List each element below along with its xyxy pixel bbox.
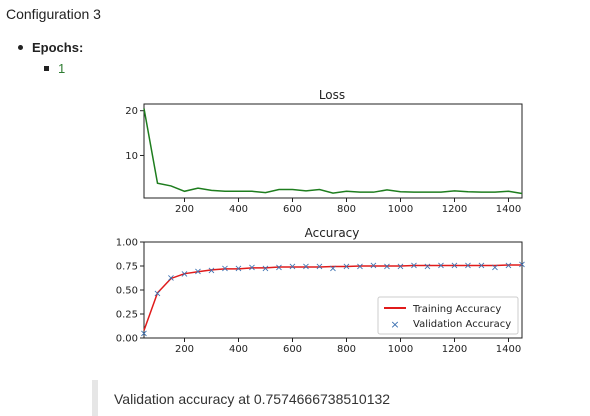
accuracy-x-tick-label: 600 <box>283 344 302 355</box>
accuracy-chart-title: Accuracy <box>305 226 360 240</box>
validation-accuracy-point: × <box>369 261 377 272</box>
loss-x-tick-label: 1200 <box>442 204 467 215</box>
validation-accuracy-point: × <box>207 265 215 276</box>
validation-accuracy-point: × <box>234 263 242 274</box>
validation-accuracy-point: × <box>302 262 310 273</box>
validation-accuracy-point: × <box>477 261 485 272</box>
validation-accuracy-point: × <box>410 261 418 272</box>
validation-accuracy-point: × <box>396 262 404 273</box>
accuracy-x-tick-label: 200 <box>175 344 194 355</box>
validation-accuracy-point: × <box>518 260 526 271</box>
loss-x-tick-label: 1000 <box>388 204 413 215</box>
accuracy-legend: Training Accuracy × Validation Accuracy <box>377 296 519 335</box>
loss-x-tick-label: 800 <box>337 204 356 215</box>
training-legend-label: Training Accuracy <box>412 304 501 315</box>
validation-accuracy-point: × <box>342 262 350 273</box>
validation-legend-label: Validation Accuracy <box>413 319 511 330</box>
validation-accuracy-point: × <box>261 263 269 274</box>
validation-output-block: Validation accuracy at 0.757466673851013… <box>92 380 590 416</box>
legend-box <box>377 296 519 335</box>
validation-accuracy-point: × <box>167 273 175 284</box>
validation-legend-swatch: × <box>390 318 399 331</box>
validation-accuracy-point: × <box>194 266 202 277</box>
epochs-value: 1 <box>58 61 66 76</box>
validation-accuracy-text: Validation accuracy at 0.757466673851013… <box>114 391 391 407</box>
validation-accuracy-point: × <box>140 329 148 340</box>
accuracy-y-tick-label: 0.00 <box>116 334 138 345</box>
validation-accuracy-point: × <box>356 262 364 273</box>
loss-chart: Loss 200 400 600 800 1000 1200 1400 10 20 <box>125 88 523 215</box>
validation-accuracy-point: × <box>248 262 256 273</box>
parameter-list: Epochs: 1 <box>18 40 83 76</box>
validation-accuracy-point: × <box>288 262 296 273</box>
list-item: Epochs: <box>18 40 83 55</box>
validation-accuracy-point: × <box>423 262 431 273</box>
accuracy-x-tick-label: 800 <box>337 344 356 355</box>
loss-series-line <box>143 108 523 195</box>
accuracy-y-tick-label: 0.75 <box>116 262 138 273</box>
configuration-title: Configuration 3 <box>6 6 101 22</box>
validation-accuracy-point: × <box>180 269 188 280</box>
validation-accuracy-point: × <box>275 262 283 273</box>
validation-accuracy-point: × <box>329 263 337 274</box>
validation-accuracy-point: × <box>221 263 229 274</box>
validation-accuracy-point: × <box>504 261 512 272</box>
validation-accuracy-point: × <box>464 261 472 272</box>
square-bullet-icon <box>44 66 49 71</box>
accuracy-chart: Accuracy 200 400 600 800 1000 1200 1400 0.00 0.… <box>116 226 526 355</box>
validation-accuracy-point: × <box>491 262 499 273</box>
training-accuracy-line <box>143 264 522 331</box>
loss-y-tick-label: 10 <box>125 151 138 162</box>
loss-plot-frame <box>143 103 523 199</box>
accuracy-x-tick-label: 1000 <box>388 344 413 355</box>
validation-accuracy-point: × <box>315 262 323 273</box>
bullet-icon <box>18 45 23 50</box>
loss-x-tick-label: 200 <box>175 204 194 215</box>
loss-y-tick-label: 20 <box>125 106 138 117</box>
accuracy-x-tick-label: 400 <box>229 344 248 355</box>
loss-x-tick-label: 1400 <box>496 204 521 215</box>
validation-accuracy-point: × <box>450 261 458 272</box>
accuracy-y-tick-label: 1.00 <box>116 238 138 249</box>
loss-x-tick-label: 600 <box>283 204 302 215</box>
accuracy-x-tick-label: 1200 <box>442 344 467 355</box>
training-plots: Loss 200 400 600 800 1000 1200 1400 10 20 Accur… <box>116 88 526 355</box>
validation-accuracy-point: × <box>383 262 391 273</box>
loss-x-tick-label: 400 <box>229 204 248 215</box>
validation-accuracy-point: × <box>153 288 161 299</box>
epochs-label: Epochs: <box>32 40 84 55</box>
list-item: 1 <box>44 61 83 76</box>
validation-accuracy-point: × <box>437 261 445 272</box>
accuracy-y-tick-label: 0.25 <box>116 310 138 321</box>
loss-chart-title: Loss <box>319 88 345 102</box>
accuracy-y-tick-label: 0.50 <box>116 286 138 297</box>
accuracy-x-tick-label: 1400 <box>496 344 521 355</box>
